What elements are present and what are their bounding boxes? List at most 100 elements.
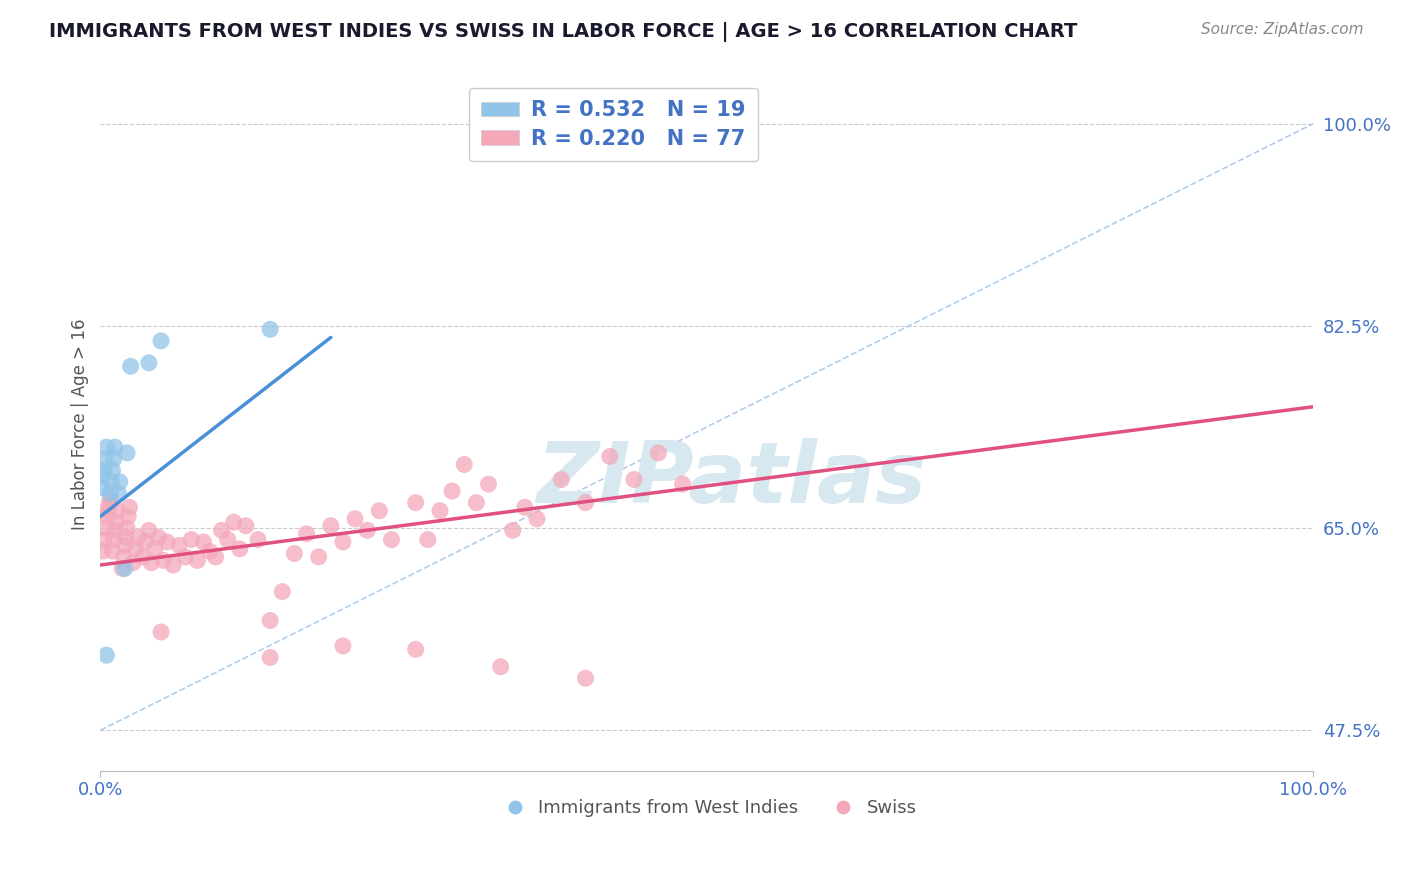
Point <box>105 504 128 518</box>
Point <box>259 322 281 336</box>
Point <box>115 446 138 460</box>
Point <box>138 524 160 538</box>
Point <box>105 516 128 530</box>
Point <box>647 446 669 460</box>
Point <box>319 518 342 533</box>
Point <box>103 451 125 466</box>
Point <box>97 498 120 512</box>
Point <box>247 533 270 547</box>
Point <box>186 553 208 567</box>
Point <box>671 477 693 491</box>
Point <box>550 473 572 487</box>
Point <box>453 458 475 472</box>
Point <box>114 530 136 544</box>
Point <box>117 509 139 524</box>
Point <box>93 463 115 477</box>
Point <box>103 533 125 547</box>
Point <box>271 584 294 599</box>
Point <box>91 469 114 483</box>
Point <box>623 473 645 487</box>
Point <box>98 492 121 507</box>
Point <box>574 671 596 685</box>
Point <box>127 530 149 544</box>
Point <box>229 541 252 556</box>
Point <box>108 475 131 489</box>
Point <box>477 477 499 491</box>
Point <box>134 535 156 549</box>
Point <box>152 553 174 567</box>
Text: ZIPatlas: ZIPatlas <box>536 438 927 521</box>
Point <box>513 500 536 515</box>
Point <box>150 625 173 640</box>
Point <box>143 541 166 556</box>
Point <box>332 639 354 653</box>
Point <box>167 538 190 552</box>
Point <box>502 524 524 538</box>
Point <box>222 516 245 530</box>
Point <box>416 533 439 547</box>
Point <box>295 526 318 541</box>
Y-axis label: In Labor Force | Age > 16: In Labor Force | Age > 16 <box>72 318 89 530</box>
Point <box>174 549 197 564</box>
Point <box>114 538 136 552</box>
Point <box>150 334 173 348</box>
Point <box>332 535 354 549</box>
Point <box>405 642 427 657</box>
Point <box>115 521 138 535</box>
Point <box>118 500 141 515</box>
Point <box>141 556 163 570</box>
Point <box>98 486 121 500</box>
Point <box>96 509 118 524</box>
Point <box>380 533 402 547</box>
Point <box>526 512 548 526</box>
Point <box>101 463 124 477</box>
Point <box>124 541 146 556</box>
Point <box>259 614 281 628</box>
Point <box>91 481 114 495</box>
Point <box>91 544 114 558</box>
Point <box>198 544 221 558</box>
Point <box>441 484 464 499</box>
Point <box>405 495 427 509</box>
Point <box>96 648 118 662</box>
Point <box>574 495 596 509</box>
Point <box>94 451 117 466</box>
Point <box>120 359 142 374</box>
Point <box>283 546 305 560</box>
Point <box>107 486 129 500</box>
Point <box>94 521 117 535</box>
Point <box>97 504 120 518</box>
Point <box>489 659 512 673</box>
Text: IMMIGRANTS FROM WEST INDIES VS SWISS IN LABOR FORCE | AGE > 16 CORRELATION CHART: IMMIGRANTS FROM WEST INDIES VS SWISS IN … <box>49 22 1077 42</box>
Point <box>132 549 155 564</box>
Point <box>217 533 239 547</box>
Point <box>599 450 621 464</box>
Point <box>308 549 330 564</box>
Point <box>465 495 488 509</box>
Point <box>104 524 127 538</box>
Point <box>138 356 160 370</box>
Point <box>122 556 145 570</box>
Point <box>101 544 124 558</box>
Point <box>114 561 136 575</box>
Point <box>156 535 179 549</box>
Point <box>104 440 127 454</box>
Point <box>344 512 367 526</box>
Point <box>259 650 281 665</box>
Point <box>148 530 170 544</box>
Point <box>96 440 118 454</box>
Point <box>100 475 122 489</box>
Point <box>112 549 135 564</box>
Point <box>356 524 378 538</box>
Point <box>93 533 115 547</box>
Point <box>162 558 184 572</box>
Point <box>204 549 226 564</box>
Point <box>193 535 215 549</box>
Point <box>211 524 233 538</box>
Point <box>180 533 202 547</box>
Legend: Immigrants from West Indies, Swiss: Immigrants from West Indies, Swiss <box>489 791 924 824</box>
Point <box>111 561 134 575</box>
Point <box>235 518 257 533</box>
Text: Source: ZipAtlas.com: Source: ZipAtlas.com <box>1201 22 1364 37</box>
Point <box>429 504 451 518</box>
